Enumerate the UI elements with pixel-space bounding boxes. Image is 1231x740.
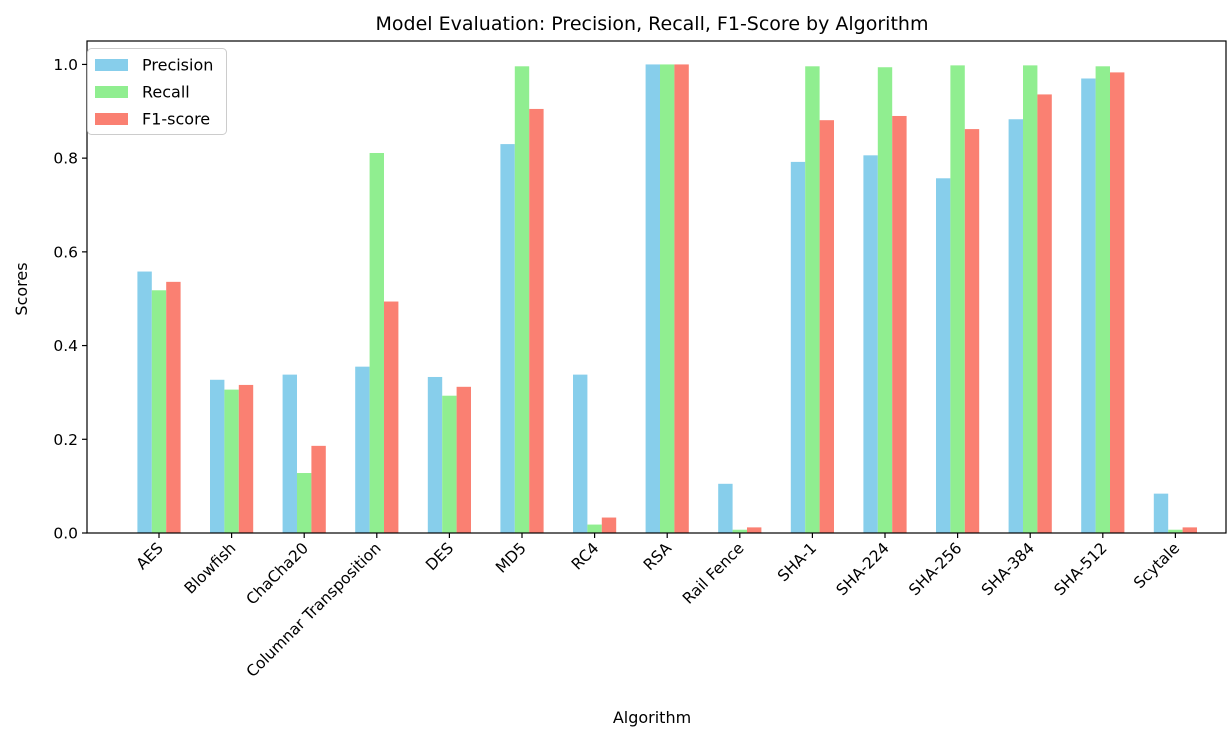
x-tick-label: MD5 (492, 539, 530, 577)
bar-f1-score-des (456, 386, 471, 533)
x-tick-label: Columnar Transposition (243, 539, 385, 681)
bar-recall-blowfish (224, 389, 239, 533)
bar-precision-sha-256 (936, 178, 951, 534)
bar-precision-sha-384 (1008, 119, 1023, 533)
bar-recall-sha-384 (1023, 65, 1038, 534)
bar-recall-sha-256 (950, 65, 965, 534)
x-tick-label: SHA-512 (1051, 539, 1111, 599)
bar-recall-aes (151, 290, 167, 533)
bar-f1-score-columnar-transposition (384, 301, 399, 533)
legend-swatch-precision (95, 59, 128, 71)
bar-precision-chacha20 (282, 374, 297, 533)
bar-recall-scytale (1168, 529, 1183, 533)
bar-f1-score-rsa (674, 64, 689, 534)
x-tick-label: RC4 (568, 539, 602, 573)
bar-precision-scytale (1153, 493, 1169, 533)
x-tick-label: AES (133, 539, 167, 573)
bar-f1-score-sha-384 (1037, 94, 1052, 534)
bar-recall-chacha20 (297, 473, 312, 533)
bar-f1-score-rc4 (601, 517, 617, 533)
x-tick-label: SHA-224 (833, 539, 893, 599)
bar-precision-sha-1 (790, 161, 806, 533)
bar-precision-aes (137, 271, 152, 533)
bar-recall-sha-224 (877, 67, 893, 534)
x-tick-label: Rail Fence (679, 539, 748, 608)
x-tick-label: DES (422, 539, 457, 574)
bar-precision-rsa (645, 64, 660, 534)
y-tick-label: 0.2 (53, 431, 78, 449)
y-axis-title: Scores (12, 262, 31, 315)
bar-precision-des (427, 376, 443, 533)
x-tick-label: Blowfish (181, 539, 240, 598)
bar-f1-score-sha-1 (819, 120, 834, 533)
x-tick-label: ChaCha20 (243, 539, 312, 608)
y-tick-label: 0.6 (53, 243, 78, 261)
bar-f1-score-sha-224 (892, 115, 907, 533)
legend-label-f1-score: F1-score (142, 110, 210, 129)
bar-recall-columnar-transposition (369, 152, 384, 534)
legend: Precision Recall F1-score (87, 48, 227, 135)
bars-group (137, 64, 1197, 534)
bar-precision-md5 (500, 144, 515, 533)
bar-f1-score-md5 (529, 108, 544, 533)
bar-f1-score-aes (166, 281, 181, 533)
bar-f1-score-blowfish (238, 384, 254, 533)
bar-recall-rc4 (587, 524, 602, 533)
bar-recall-md5 (514, 66, 530, 534)
bar-recall-sha-1 (805, 66, 820, 534)
bar-f1-score-sha-256 (964, 129, 980, 533)
bar-recall-des (442, 395, 457, 533)
bar-precision-sha-224 (863, 155, 878, 533)
bar-precision-sha-512 (1081, 78, 1096, 534)
y-tick-label: 0.8 (53, 150, 78, 168)
bar-recall-rail-fence (732, 529, 747, 533)
bar-precision-rc4 (573, 374, 588, 533)
axes-group (86, 40, 1227, 534)
legend-swatch-recall (95, 86, 128, 98)
bar-recall-rsa (660, 64, 675, 534)
bar-precision-blowfish (210, 379, 225, 533)
y-tick-label: 0.4 (53, 337, 78, 355)
legend-swatch-f1-score (95, 113, 128, 125)
plot-frame (86, 40, 1227, 534)
bar-f1-score-scytale (1182, 527, 1197, 533)
y-tick-label: 0.0 (53, 525, 78, 543)
legend-label-recall: Recall (142, 83, 190, 102)
legend-label-precision: Precision (142, 56, 213, 75)
x-tick-label: Scytale (1130, 539, 1183, 592)
bar-f1-score-rail-fence (747, 527, 762, 533)
y-ticks-group: 0.0 0.2 0.4 0.6 0.8 1.0 (53, 56, 87, 543)
y-tick-label: 1.0 (53, 56, 78, 74)
x-tick-label: SHA-1 (774, 539, 820, 585)
x-tick-label: RSA (640, 539, 675, 574)
bar-precision-rail-fence (718, 483, 733, 533)
x-tick-label: SHA-256 (905, 539, 965, 599)
bar-precision-columnar-transposition (355, 366, 370, 533)
x-tick-label: SHA-384 (978, 539, 1038, 599)
x-axis-title: Algorithm (613, 708, 691, 727)
bar-recall-sha-512 (1095, 66, 1110, 534)
bar-f1-score-sha-512 (1110, 72, 1125, 533)
chart-title: Model Evaluation: Precision, Recall, F1-… (376, 13, 929, 35)
bar-f1-score-chacha20 (311, 445, 326, 533)
